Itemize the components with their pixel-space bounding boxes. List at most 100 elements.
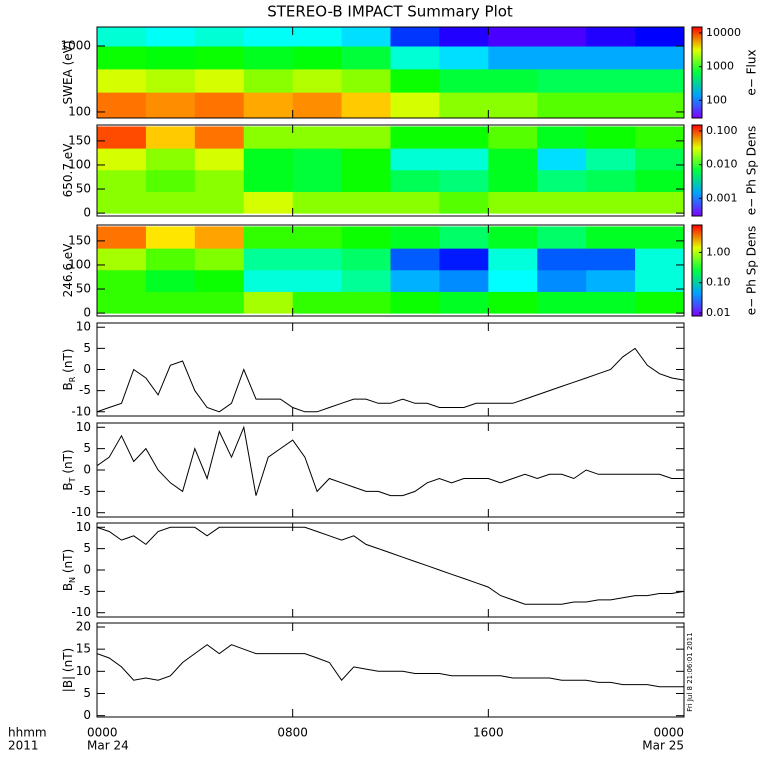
- colorbar-tick-label: 0.010: [706, 158, 738, 171]
- heat-cell: [390, 269, 440, 292]
- heat-cell: [537, 148, 587, 171]
- heat-cell: [341, 68, 391, 93]
- date-label: Mar 25: [642, 739, 684, 753]
- heat-cell: [341, 27, 391, 47]
- year-label: 2011: [8, 739, 39, 753]
- panel: [97, 526, 684, 605]
- date-label: Mar 24: [87, 739, 129, 753]
- heat-cell: [635, 191, 684, 214]
- heat-cell: [292, 148, 343, 171]
- time-label: hhmm: [8, 726, 47, 740]
- y-tick-label: 0: [83, 463, 91, 477]
- colorbar-tick-label: 1000: [706, 60, 734, 73]
- heat-cell: [145, 226, 196, 249]
- heat-cell: [243, 27, 294, 47]
- heat-cell: [341, 45, 391, 70]
- heat-cell: [97, 68, 147, 93]
- heat-cell: [194, 92, 245, 118]
- heat-cell: [194, 148, 245, 171]
- colorbar-tick-label: 0.10: [706, 276, 731, 289]
- heat-cell: [97, 126, 147, 149]
- y-tick-label: 5: [83, 541, 91, 555]
- heat-cell: [586, 148, 636, 171]
- heat-cell: [145, 92, 196, 118]
- heat-cell: [145, 45, 196, 70]
- heat-cell: [537, 68, 587, 93]
- y-tick-label: 0: [83, 563, 91, 577]
- heat-cell: [537, 226, 587, 249]
- plot-title: STEREO-B IMPACT Summary Plot: [267, 3, 513, 21]
- heat-cell: [194, 169, 245, 192]
- x-tick-label: 1600: [473, 726, 504, 740]
- heat-cell: [586, 126, 636, 149]
- heat-cell: [439, 126, 489, 149]
- heat-cell: [341, 169, 391, 192]
- panel-frame: [96, 224, 685, 317]
- heat-cell: [194, 226, 245, 249]
- heat-cell: [439, 92, 489, 118]
- heat-cell: [390, 45, 440, 70]
- heat-cell: [439, 248, 489, 271]
- data-line: [97, 425, 684, 497]
- y-label-sub: T: [68, 477, 77, 483]
- heat-cell: [341, 269, 391, 292]
- y-tick-label: 10: [76, 320, 91, 334]
- y-tick-label: 50: [76, 182, 91, 196]
- heat-cell: [97, 248, 147, 271]
- heat-cell: [243, 68, 294, 93]
- y-axis-label: |B| (nT): [61, 648, 75, 692]
- y-axis-label: SWEA (eV): [61, 40, 75, 104]
- panel-frame: [96, 522, 685, 618]
- y-axis-label: 246.6 eV: [61, 243, 75, 298]
- heat-cell: [341, 248, 391, 271]
- y-tick-label: 10: [76, 520, 91, 534]
- heat-cell: [586, 248, 636, 271]
- heat-cell: [390, 92, 440, 118]
- heat-cell: [635, 126, 684, 149]
- y-label-main: B: [61, 583, 75, 591]
- heat-cell: [635, 291, 684, 314]
- heat-cell: [243, 248, 294, 271]
- colorbar: [691, 124, 703, 217]
- y-label-main: B: [61, 482, 75, 490]
- colorbar: [691, 224, 703, 317]
- heat-cell: [243, 226, 294, 249]
- panel: [97, 126, 684, 214]
- heat-cell: [243, 92, 294, 118]
- y-tick-label: 0: [83, 708, 91, 722]
- y-tick-label: 10: [76, 664, 91, 678]
- heat-cell: [488, 126, 538, 149]
- heat-cell: [537, 92, 587, 118]
- heat-cell: [97, 269, 147, 292]
- y-tick-label: 50: [76, 282, 91, 296]
- heat-cell: [488, 226, 538, 249]
- heat-cell: [488, 169, 538, 192]
- y-axis-label: 650.7 eV: [61, 143, 75, 198]
- panel-frame: [96, 322, 685, 417]
- heat-cell: [439, 291, 489, 314]
- heat-cell: [145, 68, 196, 93]
- y-label-unit: (nT): [61, 648, 75, 676]
- y-label-sub: R: [68, 376, 77, 382]
- heat-cell: [439, 68, 489, 93]
- heat-cell: [586, 169, 636, 192]
- heat-cell: [586, 226, 636, 249]
- heat-cell: [194, 68, 245, 93]
- heat-cell: [292, 191, 343, 214]
- y-tick-label: 1000: [60, 38, 91, 52]
- heat-cell: [194, 291, 245, 314]
- heat-cell: [292, 126, 343, 149]
- heat-cell: [97, 169, 147, 192]
- heat-cell: [97, 27, 147, 47]
- heat-cell: [635, 92, 684, 118]
- heat-cell: [537, 126, 587, 149]
- heat-cell: [341, 191, 391, 214]
- heat-cell: [341, 291, 391, 314]
- heat-cell: [145, 148, 196, 171]
- x-tick-label: 0000: [653, 726, 684, 740]
- heat-cell: [243, 269, 294, 292]
- heat-cell: [194, 191, 245, 214]
- y-tick-label: 20: [76, 619, 91, 633]
- heat-cell: [243, 148, 294, 171]
- y-label-main: 650.7 eV: [61, 143, 75, 198]
